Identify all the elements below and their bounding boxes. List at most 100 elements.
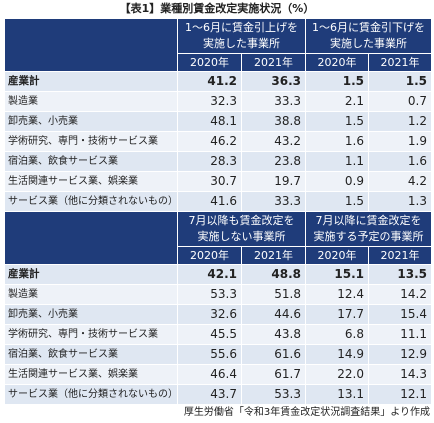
table-row: 製造業 32.3 33.3 2.1 0.7 [4, 91, 432, 112]
percent-cell: 38.8 [241, 111, 306, 132]
percent-cell: 12.1 [368, 384, 432, 405]
table-row: 卸売業、小売業 32.6 44.6 17.7 15.4 [4, 304, 432, 325]
percent-cell: 14.9 [305, 344, 369, 365]
percent-cell: 43.2 [241, 131, 306, 152]
table-row: 産業計 41.2 36.3 1.5 1.5 [4, 71, 432, 92]
industry-label: 学術研究、専門・技術サービス業 [4, 131, 178, 152]
percent-cell: 12.9 [368, 344, 432, 365]
industry-label: 学術研究、専門・技術サービス業 [4, 324, 178, 345]
header-line: 1～6月に賃金引下げを [312, 21, 425, 34]
header-corner [4, 18, 178, 72]
industry-label: 産業計 [4, 71, 178, 92]
wage-revision-table: 1～6月に賃金引上げを 実施した事業所 1～6月に賃金引下げを 実施した事業所 … [4, 18, 432, 405]
header-line: 実施しない事業所 [197, 230, 286, 243]
table-row: 製造業 53.3 51.8 12.4 14.2 [4, 284, 432, 305]
percent-cell: 45.5 [177, 324, 242, 345]
percent-cell: 41.2 [177, 71, 242, 92]
percent-cell: 46.2 [177, 131, 242, 152]
percent-cell: 48.8 [241, 264, 306, 285]
industry-label: 卸売業、小売業 [4, 111, 178, 132]
percent-cell: 1.9 [368, 131, 432, 152]
percent-cell: 43.8 [241, 324, 306, 345]
header-wage-decrease: 1～6月に賃金引下げを 実施した事業所 [305, 18, 432, 54]
percent-cell: 36.3 [241, 71, 306, 92]
industry-label: 卸売業、小売業 [4, 304, 178, 325]
percent-cell: 46.4 [177, 364, 242, 385]
percent-cell: 17.7 [305, 304, 369, 325]
percent-cell: 0.7 [368, 91, 432, 112]
header-wage-increase: 1～6月に賃金引上げを 実施した事業所 [177, 18, 306, 54]
upper-rows: 産業計 41.2 36.3 1.5 1.5 製造業 32.3 33.3 2.1 0.7 卸売業、小売… [4, 71, 432, 212]
industry-label: 製造業 [4, 284, 178, 305]
table-row: 学術研究、専門・技術サービス業 45.5 43.8 6.8 11.1 [4, 324, 432, 345]
industry-label: 生活関連サービス業、娯楽業 [4, 171, 178, 192]
percent-cell: 15.1 [305, 264, 369, 285]
percent-cell: 1.6 [305, 131, 369, 152]
year-header: 2021年 [368, 53, 432, 72]
table-row: 宿泊業、飲食サービス業 28.3 23.8 1.1 1.6 [4, 151, 432, 172]
lower-section: 7月以降も賃金改定を 実施しない事業所 7月以降に賃金改定を 実施する予定の事業… [4, 211, 432, 265]
percent-cell: 0.9 [305, 171, 369, 192]
percent-cell: 22.0 [305, 364, 369, 385]
industry-label: 産業計 [4, 264, 178, 285]
percent-cell: 44.6 [241, 304, 306, 325]
year-header: 2020年 [305, 246, 369, 265]
header-line: 7月以降に賃金改定を [315, 214, 422, 227]
year-header: 2020年 [305, 53, 369, 72]
percent-cell: 43.7 [177, 384, 242, 405]
table-row: 生活関連サービス業、娯楽業 30.7 19.7 0.9 4.2 [4, 171, 432, 192]
header-corner [4, 211, 178, 265]
header-planned-revision: 7月以降に賃金改定を 実施する予定の事業所 [305, 211, 432, 247]
percent-cell: 11.1 [368, 324, 432, 345]
header-line: 実施した事業所 [203, 37, 280, 50]
table-row: 宿泊業、飲食サービス業 55.6 61.6 14.9 12.9 [4, 344, 432, 365]
header-no-revision: 7月以降も賃金改定を 実施しない事業所 [177, 211, 306, 247]
percent-cell: 6.8 [305, 324, 369, 345]
percent-cell: 30.7 [177, 171, 242, 192]
percent-cell: 2.1 [305, 91, 369, 112]
year-header: 2020年 [177, 246, 242, 265]
percent-cell: 1.2 [368, 111, 432, 132]
percent-cell: 33.3 [241, 191, 306, 212]
percent-cell: 23.8 [241, 151, 306, 172]
percent-cell: 1.5 [305, 191, 369, 212]
header-line: 実施した事業所 [330, 37, 407, 50]
industry-label: サービス業（他に分類されないもの） [4, 384, 178, 405]
industry-label: 宿泊業、飲食サービス業 [4, 151, 178, 172]
table-row: 学術研究、専門・技術サービス業 46.2 43.2 1.6 1.9 [4, 131, 432, 152]
table-row: 生活関連サービス業、娯楽業 46.4 61.7 22.0 14.3 [4, 364, 432, 385]
industry-label: 生活関連サービス業、娯楽業 [4, 364, 178, 385]
year-header: 2021年 [241, 53, 306, 72]
upper-section: 1～6月に賃金引上げを 実施した事業所 1～6月に賃金引下げを 実施した事業所 … [4, 18, 432, 72]
industry-label: サービス業（他に分類されないもの） [4, 191, 178, 212]
percent-cell: 28.3 [177, 151, 242, 172]
percent-cell: 4.2 [368, 171, 432, 192]
industry-label: 宿泊業、飲食サービス業 [4, 344, 178, 365]
percent-cell: 41.6 [177, 191, 242, 212]
percent-cell: 12.4 [305, 284, 369, 305]
percent-cell: 13.5 [368, 264, 432, 285]
percent-cell: 53.3 [241, 384, 306, 405]
percent-cell: 53.3 [177, 284, 242, 305]
lower-rows: 産業計 42.1 48.8 15.1 13.5 製造業 53.3 51.8 12.4 14.2 卸売… [4, 264, 432, 405]
percent-cell: 1.5 [305, 71, 369, 92]
table-row: 卸売業、小売業 48.1 38.8 1.5 1.2 [4, 111, 432, 132]
year-header: 2021年 [241, 246, 306, 265]
percent-cell: 32.3 [177, 91, 242, 112]
percent-cell: 61.7 [241, 364, 306, 385]
table-row: サービス業（他に分類されないもの） 43.7 53.3 13.1 12.1 [4, 384, 432, 405]
percent-cell: 1.1 [305, 151, 369, 172]
percent-cell: 1.6 [368, 151, 432, 172]
percent-cell: 1.5 [305, 111, 369, 132]
header-line: 7月以降も賃金改定を [188, 214, 295, 227]
percent-cell: 15.4 [368, 304, 432, 325]
industry-label: 製造業 [4, 91, 178, 112]
percent-cell: 51.8 [241, 284, 306, 305]
header-line: 実施する予定の事業所 [313, 230, 424, 243]
percent-cell: 32.6 [177, 304, 242, 325]
percent-cell: 48.1 [177, 111, 242, 132]
percent-cell: 14.2 [368, 284, 432, 305]
table-row: サービス業（他に分類されないもの） 41.6 33.3 1.5 1.3 [4, 191, 432, 212]
table-title: 【表1】業種別賃金改定実施状況（%） [119, 2, 315, 15]
percent-cell: 33.3 [241, 91, 306, 112]
